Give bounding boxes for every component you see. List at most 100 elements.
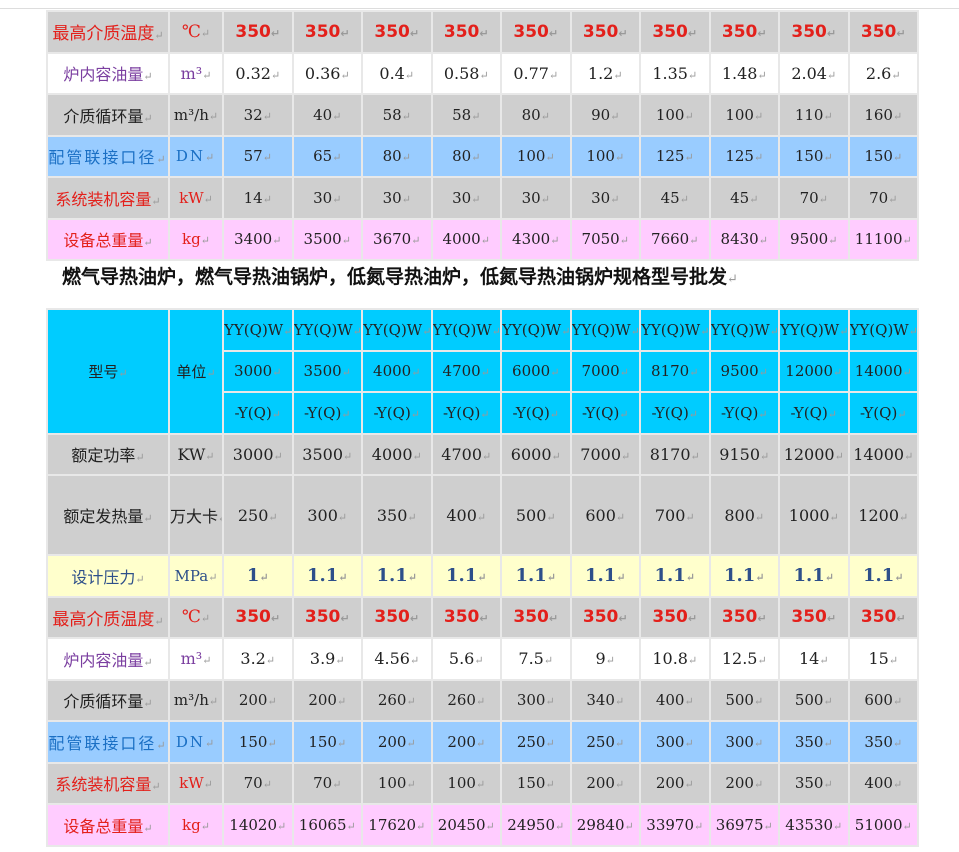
value-cell: 7050 xyxy=(569,217,641,261)
value-cell: 57 xyxy=(222,134,294,178)
section-title: 燃气导热油炉，燃气导热油锅炉，低氮导热油炉，低氮导热油锅炉规格型号批发 xyxy=(62,262,738,289)
value-cell: 1.1 xyxy=(847,554,919,598)
model-name-cell: -Y(Q) xyxy=(847,391,919,435)
value-cell: 200 xyxy=(639,761,711,805)
value-cell: 350 xyxy=(500,10,572,54)
table-row: 配管联接口径DN150150200200250250300300350350 xyxy=(46,720,919,764)
row-label: 配管联接口径 xyxy=(46,720,170,764)
row-label: 最高介质温度 xyxy=(46,10,170,54)
value-cell: 160 xyxy=(847,93,919,137)
value-cell: 29840 xyxy=(569,803,641,847)
model-name-cell: YY(Q)W xyxy=(639,308,711,352)
value-cell: 36975 xyxy=(708,803,780,847)
model-name-cell: 6000 xyxy=(500,349,572,393)
row-label: 设备总重量 xyxy=(46,217,170,261)
row-unit: 万大卡 xyxy=(168,474,224,556)
value-cell: 1.1 xyxy=(778,554,850,598)
value-cell: 350 xyxy=(430,10,502,54)
value-cell: 10.8 xyxy=(639,637,711,681)
value-cell: 58 xyxy=(361,93,433,137)
value-cell: 80 xyxy=(361,134,433,178)
value-cell: 150 xyxy=(778,134,850,178)
value-cell: 9150 xyxy=(708,432,780,476)
table-row: 额定发热量万大卡25030035040050060070080010001200 xyxy=(46,474,919,556)
value-cell: 4.56 xyxy=(361,637,433,681)
row-unit: m³/h xyxy=(168,678,224,722)
row-label: 系统装机容量 xyxy=(46,176,170,220)
value-cell: 1.35 xyxy=(639,51,711,95)
value-cell: 1.1 xyxy=(569,554,641,598)
value-cell: 7660 xyxy=(639,217,711,261)
value-cell: 200 xyxy=(569,761,641,805)
value-cell: 200 xyxy=(291,678,363,722)
value-cell: 7.5 xyxy=(500,637,572,681)
value-cell: 200 xyxy=(222,678,294,722)
table-row: 配管联接口径DN57658080100100125125150150 xyxy=(46,134,919,178)
value-cell: 3670 xyxy=(361,217,433,261)
value-cell: 350 xyxy=(222,10,294,54)
value-cell: 12000 xyxy=(778,432,850,476)
model-name-cell: YY(Q)W xyxy=(361,308,433,352)
model-name-cell: -Y(Q) xyxy=(361,391,433,435)
value-cell: 350 xyxy=(847,595,919,639)
row-label: 额定发热量 xyxy=(46,474,170,556)
value-cell: 14020 xyxy=(222,803,294,847)
value-cell: 125 xyxy=(639,134,711,178)
spec-table-2: 型号单位YY(Q)WYY(Q)WYY(Q)WYY(Q)WYY(Q)WYY(Q)W… xyxy=(46,308,919,847)
value-cell: 100 xyxy=(569,134,641,178)
value-cell: 600 xyxy=(847,678,919,722)
model-name-cell: -Y(Q) xyxy=(500,391,572,435)
value-cell: 1.1 xyxy=(639,554,711,598)
spec-table-1: 最高介质温度℃350350350350350350350350350350炉内容… xyxy=(46,10,919,261)
model-name-cell: 14000 xyxy=(847,349,919,393)
model-header: 型号 xyxy=(46,308,170,435)
value-cell: 150 xyxy=(291,720,363,764)
row-unit: m³ xyxy=(168,637,224,681)
value-cell: 300 xyxy=(708,720,780,764)
table-row: 额定功率KW3000350040004700600070008170915012… xyxy=(46,432,919,476)
model-name-cell: 9500 xyxy=(708,349,780,393)
value-cell: 350 xyxy=(500,595,572,639)
value-cell: 350 xyxy=(430,595,502,639)
model-name-cell: -Y(Q) xyxy=(430,391,502,435)
value-cell: 1 xyxy=(222,554,294,598)
value-cell: 350 xyxy=(778,761,850,805)
model-name-cell: YY(Q)W xyxy=(569,308,641,352)
value-cell: 0.58 xyxy=(430,51,502,95)
model-name-cell: -Y(Q) xyxy=(778,391,850,435)
value-cell: 70 xyxy=(778,176,850,220)
row-label: 炉内容油量 xyxy=(46,51,170,95)
row-unit: MPa xyxy=(168,554,224,598)
value-cell: 1.1 xyxy=(291,554,363,598)
table-row: 介质循环量m³/h200200260260300340400500500600 xyxy=(46,678,919,722)
value-cell: 100 xyxy=(361,761,433,805)
value-cell: 150 xyxy=(222,720,294,764)
model-name-cell: 4700 xyxy=(430,349,502,393)
model-name-cell: 7000 xyxy=(569,349,641,393)
table-row: 设备总重量kg340035003670400043007050766084309… xyxy=(46,217,919,261)
value-cell: 350 xyxy=(778,595,850,639)
value-cell: 600 xyxy=(569,474,641,556)
page-top-border xyxy=(0,8,959,9)
value-cell: 80 xyxy=(500,93,572,137)
value-cell: 400 xyxy=(639,678,711,722)
value-cell: 32 xyxy=(222,93,294,137)
table-row: 设计压力MPa11.11.11.11.11.11.11.11.11.1 xyxy=(46,554,919,598)
value-cell: 350 xyxy=(708,10,780,54)
table-row: 最高介质温度℃350350350350350350350350350350 xyxy=(46,595,919,639)
model-name-cell: YY(Q)W xyxy=(500,308,572,352)
row-label: 设备总重量 xyxy=(46,803,170,847)
row-unit: DN xyxy=(168,720,224,764)
value-cell: 7000 xyxy=(569,432,641,476)
value-cell: 14000 xyxy=(847,432,919,476)
value-cell: 0.32 xyxy=(222,51,294,95)
row-unit: kW xyxy=(168,176,224,220)
value-cell: 400 xyxy=(847,761,919,805)
row-unit: KW xyxy=(168,432,224,476)
value-cell: 300 xyxy=(291,474,363,556)
value-cell: 800 xyxy=(708,474,780,556)
value-cell: 110 xyxy=(778,93,850,137)
row-label: 配管联接口径 xyxy=(46,134,170,178)
model-name-cell: -Y(Q) xyxy=(222,391,294,435)
value-cell: 14 xyxy=(778,637,850,681)
